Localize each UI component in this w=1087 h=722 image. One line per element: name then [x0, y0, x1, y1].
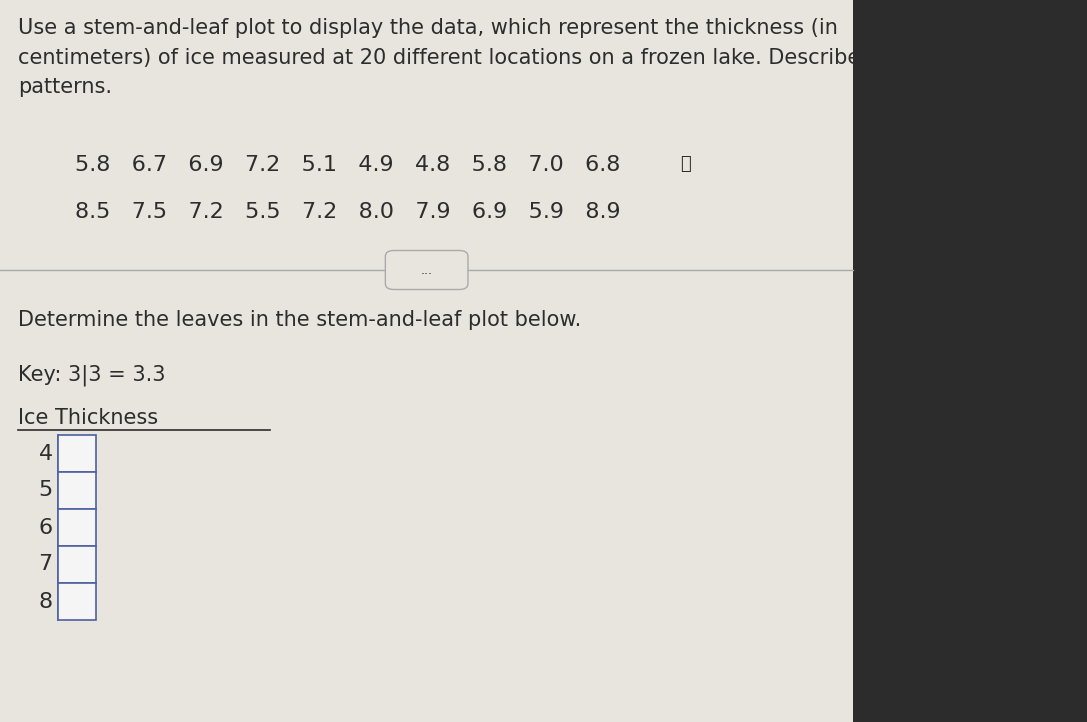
Text: ...: ... [421, 264, 433, 277]
Bar [58, 546, 96, 583]
Text: 5: 5 [38, 481, 52, 500]
Text: ⎕: ⎕ [680, 155, 690, 173]
Text: 4: 4 [38, 443, 52, 464]
Text: Ice Thickness: Ice Thickness [18, 408, 158, 428]
Bar [853, 0, 1087, 722]
Bar [58, 435, 96, 472]
Text: 7: 7 [38, 554, 52, 575]
Bar [58, 509, 96, 546]
Text: 6: 6 [38, 518, 52, 537]
Text: 8.5   7.5   7.2   5.5   7.2   8.0   7.9   6.9   5.9   8.9: 8.5 7.5 7.2 5.5 7.2 8.0 7.9 6.9 5.9 8.9 [75, 202, 621, 222]
Text: Key: 3|3 = 3.3: Key: 3|3 = 3.3 [18, 365, 165, 386]
Text: Determine the leaves in the stem-and-leaf plot below.: Determine the leaves in the stem-and-lea… [18, 310, 582, 330]
Text: 5.8   6.7   6.9   7.2   5.1   4.9   4.8   5.8   7.0   6.8: 5.8 6.7 6.9 7.2 5.1 4.9 4.8 5.8 7.0 6.8 [75, 155, 621, 175]
Bar [58, 583, 96, 620]
Text: Use a stem-and-leaf plot to display the data, which represent the thickness (in
: Use a stem-and-leaf plot to display the … [18, 18, 905, 97]
Bar [58, 472, 96, 509]
Text: 8: 8 [38, 591, 52, 612]
FancyBboxPatch shape [386, 251, 468, 290]
